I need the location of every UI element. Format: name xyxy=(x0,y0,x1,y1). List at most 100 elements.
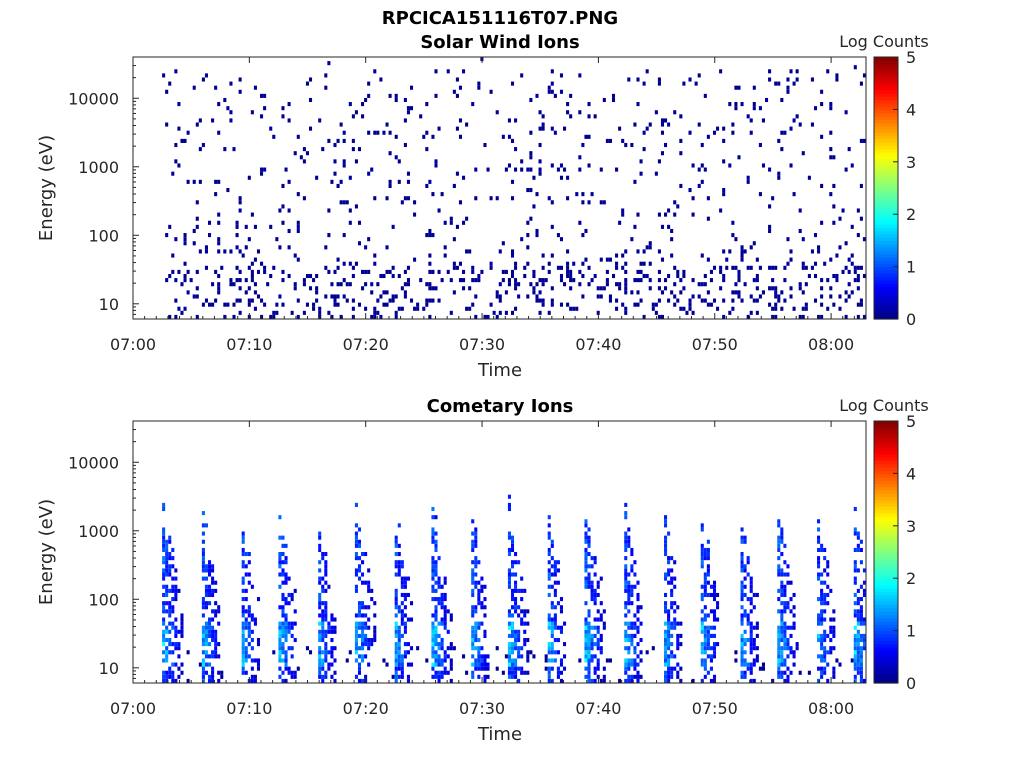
heatmap-cell xyxy=(180,670,184,675)
heatmap-cell xyxy=(287,179,291,184)
colorbar-swatch xyxy=(874,151,898,156)
heatmap-cell xyxy=(287,208,291,213)
heatmap-cell xyxy=(367,642,371,647)
heatmap-cell xyxy=(783,605,787,610)
heatmap-cell xyxy=(743,249,747,254)
heatmap-cell xyxy=(596,658,600,663)
heatmap-cell xyxy=(403,584,407,589)
heatmap-cell xyxy=(327,584,331,589)
heatmap-cell xyxy=(382,273,386,279)
x-tick-label: 07:00 xyxy=(110,335,156,354)
heatmap-cell xyxy=(722,298,726,303)
heatmap-cell xyxy=(162,506,166,512)
heatmap-cell xyxy=(290,592,294,598)
heatmap-cell xyxy=(342,130,346,135)
heatmap-cell xyxy=(278,658,282,663)
heatmap-cell xyxy=(636,102,640,107)
heatmap-cell xyxy=(859,216,863,221)
heatmap-cell xyxy=(180,310,184,315)
heatmap-cell xyxy=(302,147,306,152)
heatmap-cell xyxy=(211,629,215,634)
colorbar-swatch xyxy=(874,535,898,540)
heatmap-cell xyxy=(324,654,328,659)
heatmap-cell xyxy=(734,265,738,270)
heatmap-cell xyxy=(792,81,796,86)
heatmap-cell xyxy=(853,527,857,532)
heatmap-cell xyxy=(520,159,524,164)
heatmap-cell xyxy=(523,621,527,626)
colorbar-swatch xyxy=(874,66,898,71)
heatmap-cell xyxy=(856,233,860,238)
heatmap-cell xyxy=(394,310,398,315)
heatmap-cell xyxy=(731,298,735,303)
heatmap-cell xyxy=(670,654,674,659)
heatmap-cell xyxy=(676,674,680,679)
heatmap-cell xyxy=(201,556,205,561)
heatmap-cell xyxy=(633,625,637,630)
heatmap-cell xyxy=(162,543,166,548)
heatmap-cell xyxy=(670,625,674,630)
colorbar-swatch xyxy=(874,610,898,615)
heatmap-cell xyxy=(471,543,475,548)
heatmap-cell xyxy=(853,650,857,655)
colorbar-swatch xyxy=(874,607,898,612)
heatmap-cell xyxy=(844,110,848,115)
heatmap-cell xyxy=(596,580,600,585)
heatmap-cell xyxy=(664,543,668,548)
heatmap-cell xyxy=(553,560,557,565)
heatmap-cell xyxy=(324,658,328,663)
heatmap-cell xyxy=(780,625,784,630)
heatmap-cell xyxy=(214,646,218,651)
heatmap-cell xyxy=(507,625,511,630)
colorbar-swatch xyxy=(874,217,898,222)
heatmap-cell xyxy=(706,547,710,552)
heatmap-cell xyxy=(367,171,371,176)
heatmap-cell xyxy=(667,674,671,679)
heatmap-cell xyxy=(667,646,671,651)
heatmap-cell xyxy=(847,282,851,287)
heatmap-cell xyxy=(324,73,328,78)
colorbar-swatch xyxy=(874,158,898,163)
heatmap-cell xyxy=(354,539,358,544)
x-tick-label: 07:10 xyxy=(226,699,272,718)
heatmap-cell xyxy=(559,597,564,602)
colorbar-swatch xyxy=(874,424,898,429)
heatmap-cell xyxy=(752,592,756,598)
heatmap-cell xyxy=(244,224,248,229)
heatmap-cell xyxy=(783,298,787,303)
heatmap-cell xyxy=(667,613,671,618)
heatmap-cell xyxy=(700,678,704,683)
heatmap-cell xyxy=(409,646,414,651)
heatmap-cell xyxy=(186,269,190,274)
heatmap-cell xyxy=(198,179,202,184)
heatmap-cell xyxy=(679,633,683,638)
heatmap-cell xyxy=(474,564,478,569)
heatmap-cell xyxy=(829,294,833,299)
heatmap-cell xyxy=(486,674,490,679)
heatmap-cell xyxy=(290,621,294,626)
heatmap-cell xyxy=(795,646,799,651)
heatmap-cell xyxy=(804,282,808,287)
heatmap-cell xyxy=(584,535,588,540)
heatmap-cell xyxy=(599,257,603,262)
heatmap-cell xyxy=(550,253,554,258)
heatmap-cell xyxy=(305,302,309,307)
heatmap-cell xyxy=(820,102,824,107)
heatmap-cell xyxy=(431,650,435,655)
heatmap-cell xyxy=(217,212,221,217)
heatmap-cell xyxy=(673,584,677,589)
heatmap-cell xyxy=(171,576,175,581)
heatmap-cell xyxy=(700,547,704,552)
heatmap-cell xyxy=(700,253,704,258)
heatmap-cell xyxy=(165,572,169,577)
heatmap-cell xyxy=(397,674,401,679)
heatmap-cell xyxy=(862,273,866,279)
heatmap-cell xyxy=(749,621,753,626)
heatmap-cell xyxy=(431,666,435,671)
heatmap-cell xyxy=(584,519,588,524)
heatmap-cell xyxy=(804,265,808,270)
heatmap-cell xyxy=(287,228,291,234)
heatmap-cell xyxy=(281,269,285,274)
heatmap-cell xyxy=(162,633,166,638)
heatmap-cell xyxy=(192,228,196,234)
